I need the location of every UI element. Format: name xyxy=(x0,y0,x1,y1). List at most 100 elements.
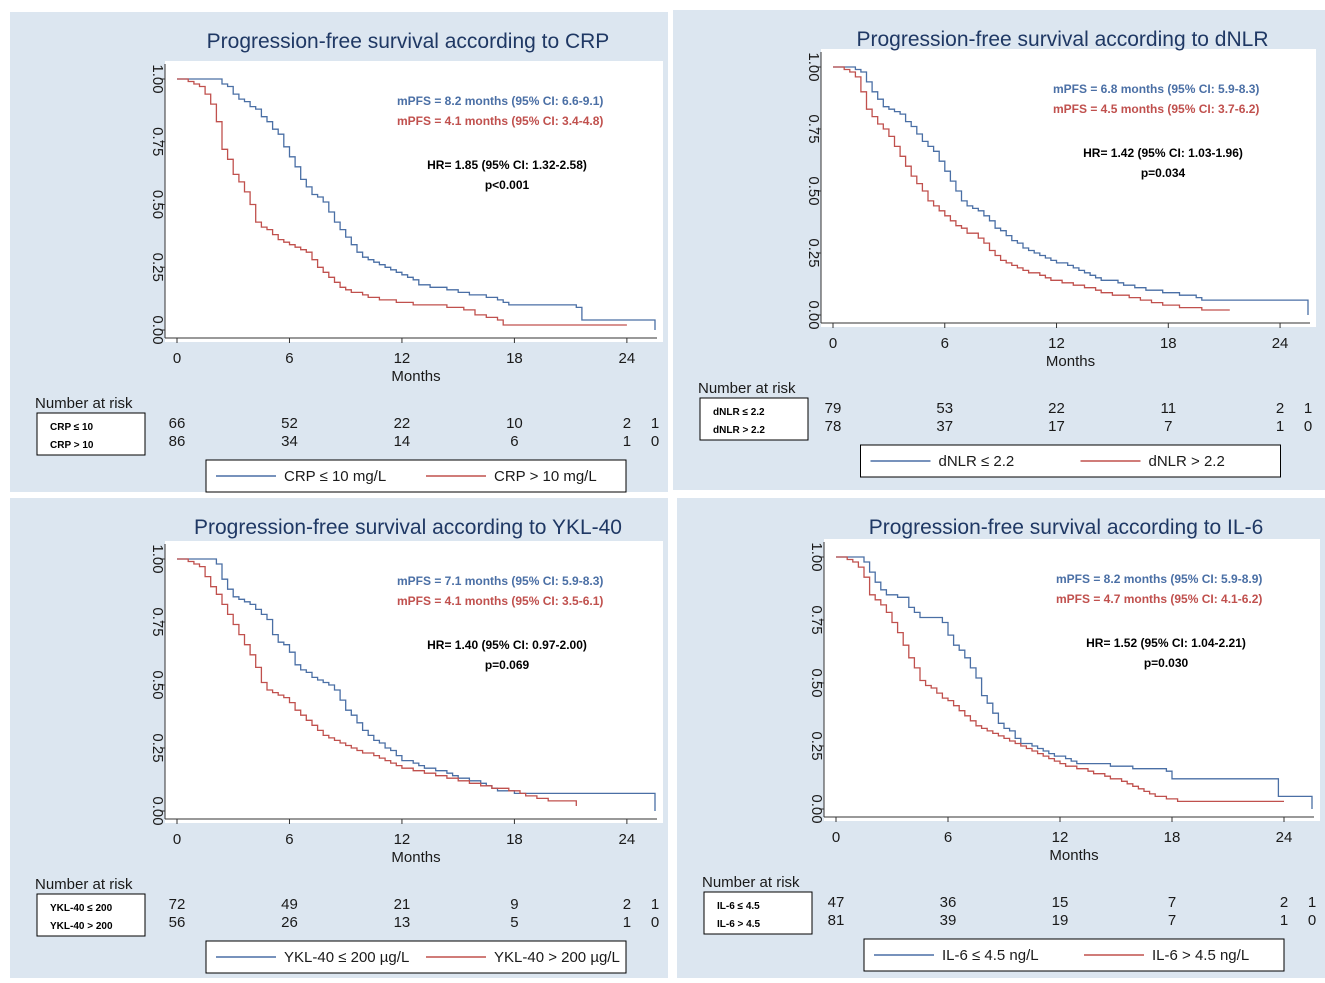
mpfs-group2: mPFS = 4.7 months (95% CI: 4.1-6.2) xyxy=(1056,592,1262,606)
survival-curve-group1 xyxy=(836,556,1313,809)
p-value: p=0.034 xyxy=(1141,166,1186,180)
hazard-ratio: HR= 1.85 (95% CI: 1.32-2.58) xyxy=(427,158,587,172)
mpfs-group2: mPFS = 4.5 months (95% CI: 3.7-6.2) xyxy=(1053,102,1259,116)
legend-label: CRP ≤ 10 mg/L xyxy=(284,468,386,485)
risk-count: 2 xyxy=(1276,400,1284,417)
x-tick-label: 6 xyxy=(285,350,293,367)
p-value: p<0.001 xyxy=(485,178,530,192)
risk-count: 2 xyxy=(623,896,631,913)
risk-count: 11 xyxy=(1161,400,1177,417)
risk-count: 56 xyxy=(169,914,186,931)
y-tick-label: 0.75 xyxy=(149,127,166,156)
risk-count: 21 xyxy=(394,896,411,913)
x-tick-label: 18 xyxy=(506,831,523,848)
p-value: p=0.030 xyxy=(1144,656,1189,670)
y-tick-label: 0.50 xyxy=(805,176,822,205)
chart-title: Progression-free survival according to I… xyxy=(869,516,1264,539)
y-tick-label: 0.50 xyxy=(808,668,825,697)
x-tick-label: 18 xyxy=(506,350,523,367)
chart-title: Progression-free survival according to d… xyxy=(856,28,1268,51)
survival-curve-group2 xyxy=(177,78,627,326)
legend-label: IL-6 > 4.5 ng/L xyxy=(1152,947,1249,964)
y-tick-label: 1.00 xyxy=(805,52,822,81)
legend-label: CRP > 10 mg/L xyxy=(494,468,597,485)
x-tick-label: 12 xyxy=(1052,829,1069,846)
x-tick-label: 6 xyxy=(944,829,952,846)
risk-count: 7 xyxy=(1168,912,1176,929)
risk-count: 0 xyxy=(1304,418,1312,435)
survival-curve-group2 xyxy=(833,66,1230,311)
y-tick-label: 1.00 xyxy=(149,544,166,573)
risk-group-box xyxy=(699,397,809,441)
x-tick-label: 0 xyxy=(173,350,181,367)
survival-curve-group2 xyxy=(836,556,1284,803)
risk-count: 2 xyxy=(623,415,631,432)
risk-group-label: CRP ≤ 10 xyxy=(50,422,94,433)
risk-group-label: CRP > 10 xyxy=(50,440,94,451)
legend-label: dNLR > 2.2 xyxy=(1149,453,1225,470)
y-tick-label: 0.25 xyxy=(808,731,825,760)
mpfs-group1: mPFS = 8.2 months (95% CI: 5.9-8.9) xyxy=(1056,572,1262,586)
plot-area xyxy=(165,61,663,342)
legend-label: dNLR ≤ 2.2 xyxy=(939,453,1015,470)
risk-count: 22 xyxy=(394,415,411,432)
risk-table-title: Number at risk xyxy=(35,876,133,893)
hazard-ratio: HR= 1.40 (95% CI: 0.97-2.00) xyxy=(427,638,587,652)
mpfs-group1: mPFS = 6.8 months (95% CI: 5.9-8.3) xyxy=(1053,82,1259,96)
risk-group-label: dNLR > 2.2 xyxy=(713,425,765,436)
risk-group-box xyxy=(36,893,146,937)
y-tick-label: 0.00 xyxy=(808,794,825,823)
y-tick-label: 1.00 xyxy=(808,542,825,571)
risk-count: 2 xyxy=(1280,894,1288,911)
survival-curve-group1 xyxy=(833,66,1309,315)
risk-count: 1 xyxy=(1280,912,1288,929)
y-tick-label: 0.25 xyxy=(149,733,166,762)
risk-count: 26 xyxy=(281,914,298,931)
risk-count: 1 xyxy=(1308,894,1316,911)
risk-count: 78 xyxy=(825,418,842,435)
x-tick-label: 6 xyxy=(285,831,293,848)
risk-count: 86 xyxy=(169,433,186,450)
y-tick-label: 0.50 xyxy=(149,190,166,219)
y-tick-label: 0.25 xyxy=(149,253,166,282)
y-tick-label: 0.50 xyxy=(149,670,166,699)
mpfs-group1: mPFS = 7.1 months (95% CI: 5.9-8.3) xyxy=(397,574,603,588)
risk-count: 79 xyxy=(825,400,842,417)
risk-count: 7 xyxy=(1164,418,1172,435)
x-tick-label: 12 xyxy=(1048,335,1065,352)
risk-count: 1 xyxy=(1276,418,1284,435)
risk-count: 81 xyxy=(828,912,845,929)
y-tick-label: 0.25 xyxy=(805,238,822,267)
x-axis-label: Months xyxy=(1049,847,1098,864)
x-tick-label: 24 xyxy=(1272,335,1289,352)
risk-count: 47 xyxy=(828,894,845,911)
survival-curve-group2 xyxy=(177,558,577,806)
risk-group-label: YKL-40 > 200 xyxy=(50,921,113,932)
risk-count: 15 xyxy=(1052,894,1069,911)
risk-group-label: dNLR ≤ 2.2 xyxy=(713,407,765,418)
risk-count: 49 xyxy=(281,896,298,913)
y-tick-label: 0.00 xyxy=(149,315,166,344)
chart-title: Progression-free survival according to C… xyxy=(207,30,610,53)
plot-area xyxy=(165,541,663,823)
mpfs-group2: mPFS = 4.1 months (95% CI: 3.4-4.8) xyxy=(397,114,603,128)
x-axis-label: Months xyxy=(391,368,440,385)
x-tick-label: 24 xyxy=(1276,829,1293,846)
risk-count: 10 xyxy=(506,415,523,432)
risk-group-box xyxy=(36,412,146,456)
x-tick-label: 0 xyxy=(173,831,181,848)
risk-group-label: IL-6 ≤ 4.5 xyxy=(717,901,760,912)
x-axis-label: Months xyxy=(1046,353,1095,370)
risk-count: 66 xyxy=(169,415,186,432)
risk-count: 5 xyxy=(510,914,518,931)
km-panel-2: Progression-free survival according to d… xyxy=(673,10,1325,490)
plot-area xyxy=(821,49,1316,327)
x-tick-label: 12 xyxy=(394,831,411,848)
risk-group-label: IL-6 > 4.5 xyxy=(717,919,761,930)
risk-count: 6 xyxy=(510,433,518,450)
hazard-ratio: HR= 1.52 (95% CI: 1.04-2.21) xyxy=(1086,636,1246,650)
y-tick-label: 0.75 xyxy=(149,607,166,636)
risk-count: 0 xyxy=(651,433,659,450)
risk-count: 72 xyxy=(169,896,186,913)
